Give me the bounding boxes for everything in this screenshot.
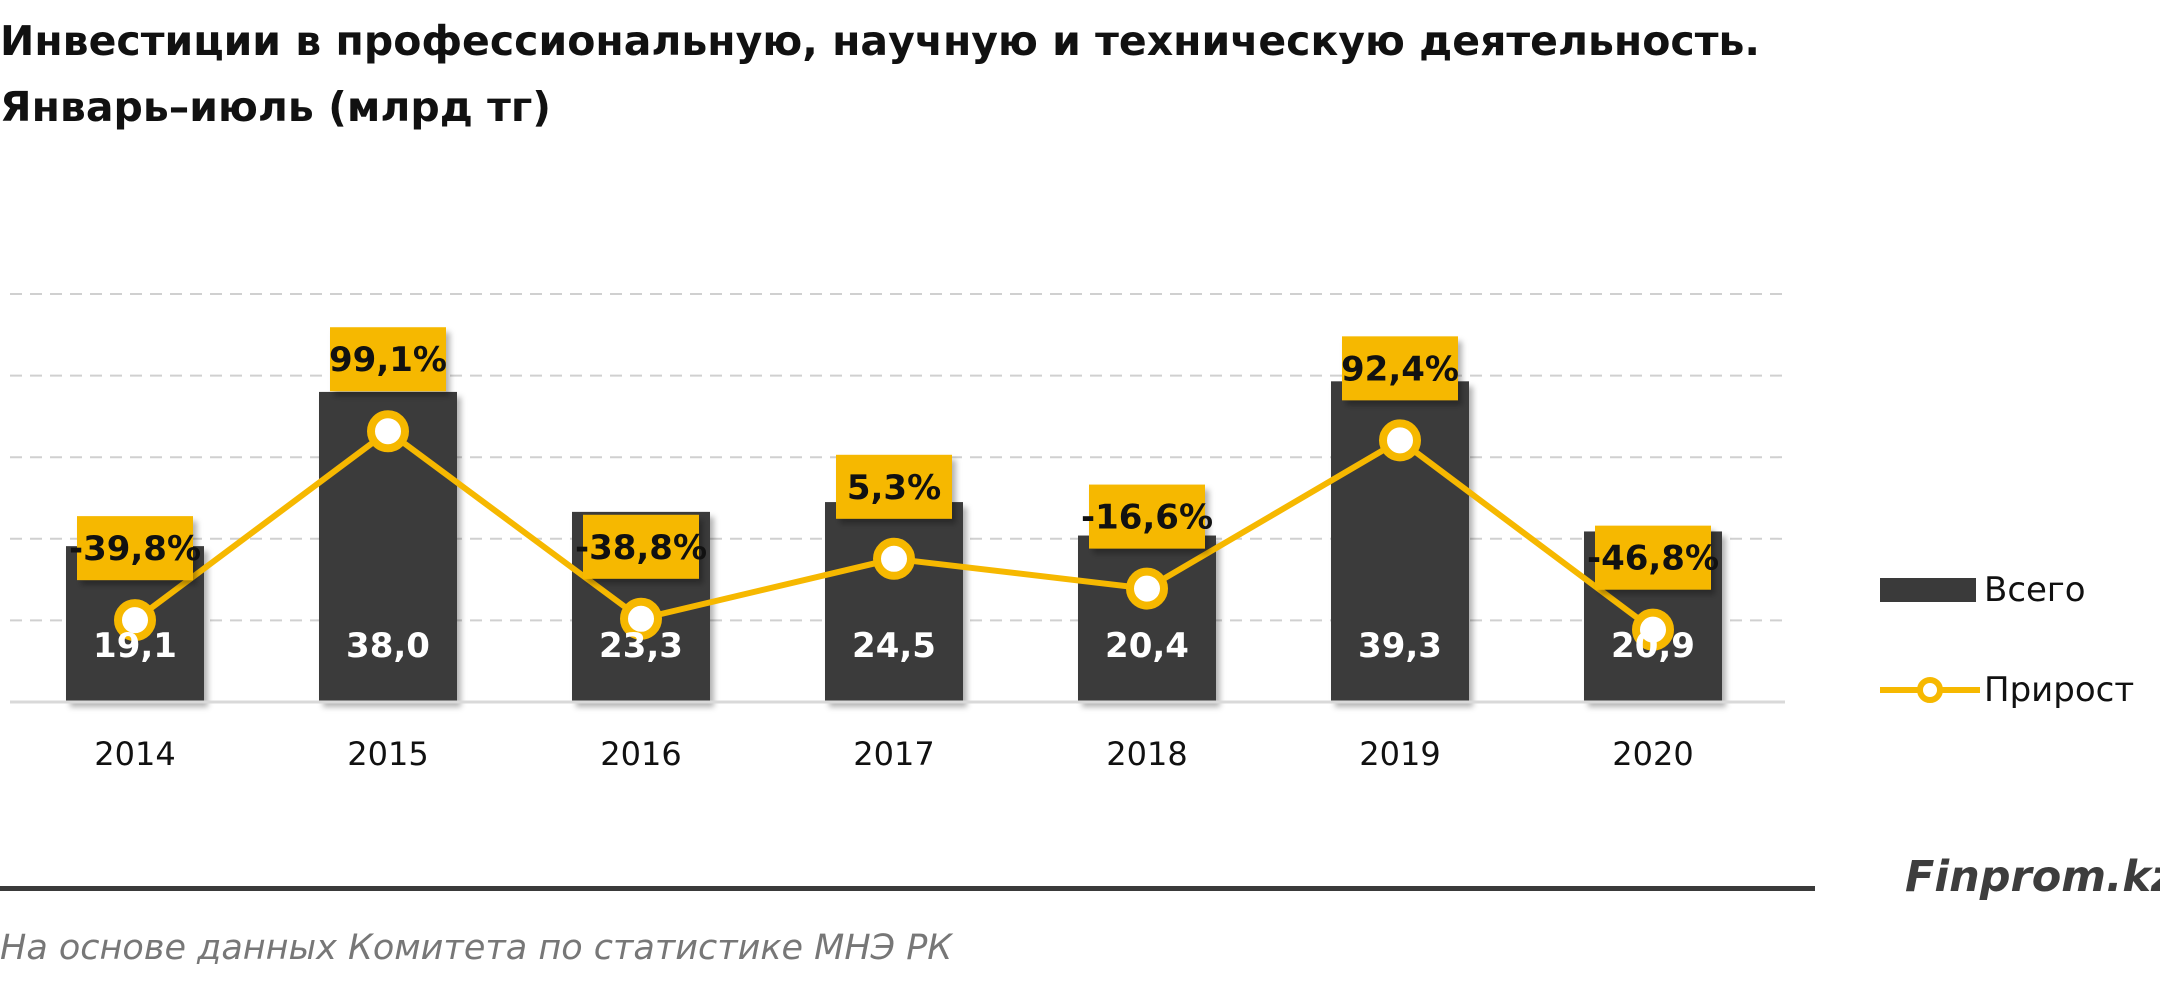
legend-item-total: Всего (1880, 560, 2160, 620)
chart-title-line-2: Январь–июль (млрд тг) (0, 83, 552, 131)
growth-marker (1632, 608, 1674, 651)
growth-label-box (77, 516, 193, 581)
growth-label-box (330, 327, 446, 392)
growth-line-series (114, 410, 1674, 651)
bar-value-label: 20,9 (1611, 626, 1695, 666)
source-note: На основе данных Комитета по статистике … (0, 928, 953, 968)
bar (825, 502, 963, 702)
x-tick-label: 2019 (1359, 735, 1440, 773)
legend-item-growth: Прирост (1880, 660, 2160, 720)
x-tick-label: 2015 (347, 735, 428, 773)
x-tick-label: 2016 (600, 735, 681, 773)
growth-value-label: -46,8% (1587, 539, 1719, 579)
brand-logo-text: Finprom.kz (1905, 852, 2160, 902)
growth-marker (367, 410, 409, 453)
x-tick-label: 2014 (94, 735, 175, 773)
x-tick-label: 2018 (1106, 735, 1187, 773)
growth-marker (114, 599, 156, 642)
bar-value-label: 38,0 (346, 626, 430, 666)
chart-plot: 19,1 38,0 23,3 24,5 20,4 39,3 20,9 -39,8% 99,1% -… (10, 293, 1785, 773)
growth-marker (873, 537, 915, 580)
chart-title-line-1: Инвестиции в профессиональную, научную и… (0, 17, 1760, 65)
bar-value-label: 19,1 (93, 626, 177, 666)
growth-marker (1126, 567, 1168, 610)
growth-label-box (836, 454, 952, 519)
growth-value-label: -38,8% (575, 528, 707, 568)
growth-label-box (583, 514, 699, 579)
growth-value-label: 92,4% (1341, 349, 1459, 389)
bar-value-label: 39,3 (1358, 626, 1442, 666)
legend-label-total: Всего (1984, 570, 2086, 610)
growth-value-label: 99,1% (329, 340, 447, 380)
chart-title: Инвестиции в профессиональную, научную и… (0, 8, 2000, 140)
bar-value-label: 20,4 (1105, 626, 1189, 666)
x-axis: 2014 2015 2016 2017 2018 2019 2020 (10, 700, 1785, 773)
data-labels: 19,1 38,0 23,3 24,5 20,4 39,3 20,9 -39,8% 99,1% -… (69, 327, 1719, 666)
growth-marker (620, 597, 662, 640)
legend-label-growth: Прирост (1984, 670, 2135, 710)
legend-swatch-bar (1880, 578, 1976, 602)
footer-divider (0, 886, 1815, 891)
x-tick-label: 2017 (853, 735, 934, 773)
x-tick-label: 2020 (1612, 735, 1693, 773)
legend-swatch-line (1880, 677, 1980, 703)
growth-label-box (1089, 484, 1205, 549)
growth-value-label: -16,6% (1081, 498, 1213, 538)
growth-marker (1379, 419, 1421, 462)
growth-label-box (1595, 525, 1711, 590)
bar-value-label: 23,3 (599, 626, 683, 666)
growth-value-label: 5,3% (847, 468, 941, 508)
growth-value-label: -39,8% (69, 529, 201, 569)
growth-label-box (1342, 336, 1458, 401)
bar-value-label: 24,5 (852, 626, 936, 666)
